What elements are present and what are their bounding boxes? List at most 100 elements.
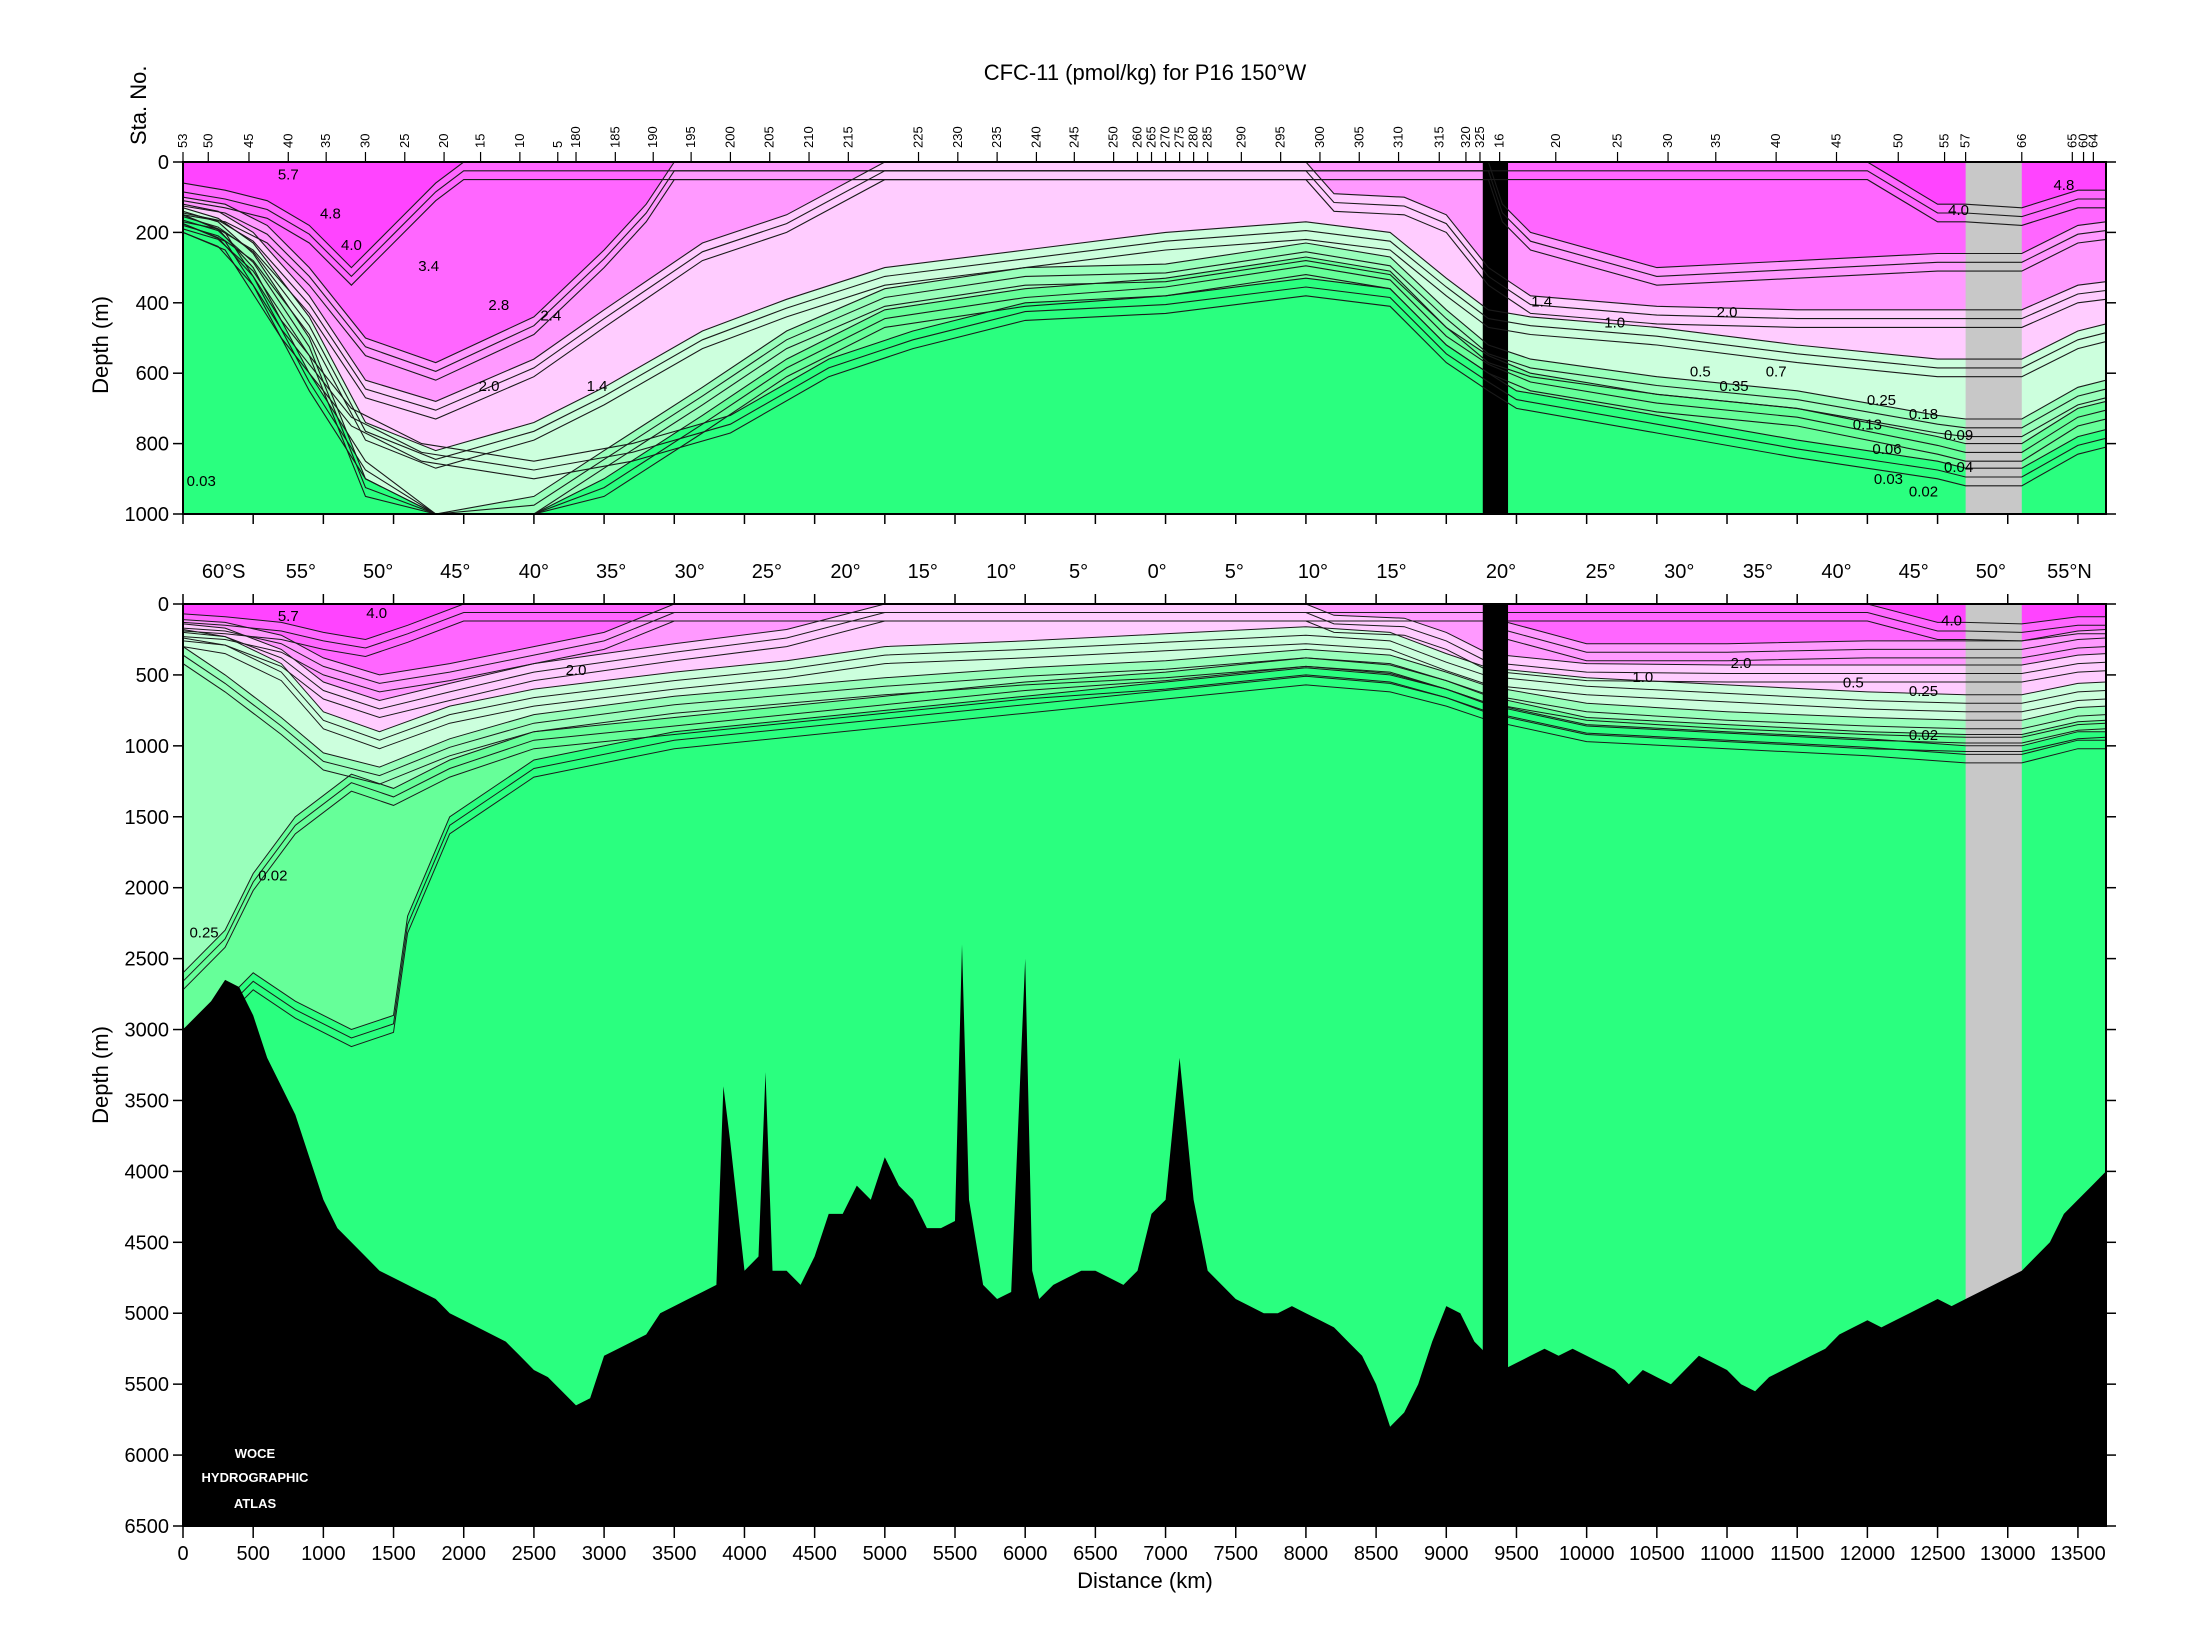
- lower-contour-label-9: 0.25: [1909, 683, 1938, 700]
- station-label-27: 270: [1158, 126, 1173, 148]
- upper-contour-label-15: 0.7: [1766, 364, 1787, 381]
- lower-y-tick-label-0: 0: [158, 594, 169, 616]
- x-tick-label-10000: 10000: [1559, 1543, 1615, 1565]
- upper-missing-data: [1965, 162, 2022, 514]
- lower-y-tick-label-500: 500: [136, 665, 169, 687]
- latitude-label-22: 50°: [1976, 561, 2006, 583]
- upper-y-tick-label-200: 200: [136, 222, 169, 244]
- upper-contour-3-1: [183, 216, 2106, 460]
- upper-contour-2-0: [183, 210, 2106, 514]
- station-axis: 53 50 45 40 35 30 25 20 15 10 5 180 185 190 195 200 205 2…: [175, 126, 2100, 162]
- x-tick-label-1000: 1000: [301, 1543, 346, 1565]
- upper-contour-6-1: [183, 170, 2106, 278]
- lower-panel-frame: [182, 603, 2107, 1527]
- station-label-46: 50: [1890, 134, 1905, 148]
- upper-contour-0-0: [183, 214, 2106, 469]
- upper-contour-4-1: [183, 170, 2106, 411]
- upper-contour-label-18: 0.18: [1909, 406, 1938, 423]
- upper-contour-label-9: 1.4: [1531, 293, 1552, 310]
- station-label-12: 185: [607, 126, 622, 148]
- latitude-label-12: 0°: [1148, 561, 1167, 583]
- station-label-7: 20: [436, 134, 451, 148]
- x-tick-label-6000: 6000: [1003, 1543, 1048, 1565]
- upper-contour-label-7: 1.4: [587, 378, 608, 395]
- x-tick-label-8500: 8500: [1354, 1543, 1399, 1565]
- station-label-38: 325: [1472, 126, 1487, 148]
- x-tick-label-9000: 9000: [1424, 1543, 1469, 1565]
- station-label-16: 205: [762, 126, 777, 148]
- station-label-34: 305: [1351, 126, 1366, 148]
- station-label-1: 50: [200, 134, 215, 148]
- upper-contour-label-14: 0.5: [1690, 364, 1711, 381]
- upper-y-tick-label-0: 0: [158, 152, 169, 174]
- station-label-9: 10: [512, 134, 527, 148]
- latitude-label-13: 5°: [1225, 561, 1244, 583]
- lower-y-tick-label-5500: 5500: [125, 1374, 170, 1396]
- latitude-label-23: 55°N: [2047, 561, 2092, 583]
- upper-contour-label-23: 0.03: [1874, 471, 1903, 488]
- upper-y-axis: 0 200 400 600 800 1000: [125, 152, 2116, 526]
- station-label-5: 30: [357, 134, 372, 148]
- lower-contour-1-2: [183, 674, 2106, 991]
- lower-contour-1-0: [183, 657, 2106, 974]
- upper-panel-frame: [182, 161, 2107, 515]
- upper-contour-label-19: 0.13: [1853, 417, 1882, 434]
- station-label-43: 35: [1708, 134, 1723, 148]
- station-label-24: 250: [1106, 126, 1121, 148]
- lower-contour-0-0: [183, 667, 2106, 1031]
- upper-contour-label-22: 0.04: [1944, 459, 1973, 476]
- x-tick-label-4500: 4500: [792, 1543, 837, 1565]
- lower-y-tick-label-1000: 1000: [125, 736, 170, 758]
- upper-contour-label-10: 1.0: [1604, 314, 1625, 331]
- station-label-18: 215: [840, 126, 855, 148]
- x-tick-label-13500: 13500: [2050, 1543, 2106, 1565]
- x-tick-label-2000: 2000: [441, 1543, 486, 1565]
- station-label-36: 315: [1431, 126, 1446, 148]
- lower-contour-label-4: 0.25: [189, 924, 218, 941]
- upper-y-tick-label-1000: 1000: [125, 504, 170, 526]
- station-label-11: 180: [568, 126, 583, 148]
- upper-contour-label-17: 0.25: [1867, 392, 1896, 409]
- latitude-label-8: 20°: [830, 561, 860, 583]
- station-label-28: 275: [1172, 126, 1187, 148]
- upper-contour-4-2: [183, 179, 2106, 420]
- x-tick-label-6500: 6500: [1073, 1543, 1118, 1565]
- lower-y-axis: 0 500 1000 1500 2000 2500 3000 3500 4000 4500 5000…: [125, 594, 2116, 1538]
- latitude-label-7: 25°: [752, 561, 782, 583]
- lower-contour-label-2: 2.0: [566, 662, 587, 679]
- station-label-6: 25: [397, 134, 412, 148]
- upper-contour-label-1: 4.8: [320, 205, 341, 222]
- station-label-30: 285: [1200, 126, 1215, 148]
- lower-y-tick-label-3000: 3000: [125, 1020, 170, 1042]
- station-label-45: 45: [1828, 134, 1843, 148]
- lower-contour-2-1: [183, 654, 2106, 777]
- seafloor: [183, 944, 2106, 1526]
- station-label-15: 200: [722, 126, 737, 148]
- lower-contour-3-2: [183, 643, 2106, 750]
- x-tick-label-9500: 9500: [1494, 1543, 1539, 1565]
- lower-missing-data: [1965, 604, 2022, 1300]
- station-label-22: 240: [1028, 126, 1043, 148]
- station-label-13: 190: [645, 126, 660, 148]
- lower-contour-6-1: [183, 612, 2106, 649]
- lower-contour-0-2: [183, 684, 2106, 1048]
- station-label-40: 20: [1548, 134, 1563, 148]
- latitude-label-0: 60°S: [202, 561, 246, 583]
- bathymetry: [183, 604, 2106, 1526]
- lower-seamount: [1482, 604, 1509, 1526]
- upper-contour-3-2: [183, 224, 2106, 469]
- lower-contour-2-2: [183, 663, 2106, 785]
- x-tick-label-500: 500: [236, 1543, 269, 1565]
- lower-band-5: [183, 604, 2106, 675]
- lower-y-tick-label-6500: 6500: [125, 1516, 170, 1538]
- station-label-14: 195: [683, 126, 698, 148]
- lower-contour-label-0: 5.7: [278, 608, 299, 625]
- station-label-26: 265: [1144, 126, 1159, 148]
- x-tick-label-0: 0: [177, 1543, 188, 1565]
- latitude-label-21: 45°: [1899, 561, 1929, 583]
- station-label-32: 295: [1273, 126, 1288, 148]
- station-label-31: 290: [1233, 126, 1248, 148]
- station-label-52: 64: [2085, 134, 2100, 148]
- latitude-label-4: 40°: [519, 561, 549, 583]
- lower-y-tick-label-3500: 3500: [125, 1090, 170, 1112]
